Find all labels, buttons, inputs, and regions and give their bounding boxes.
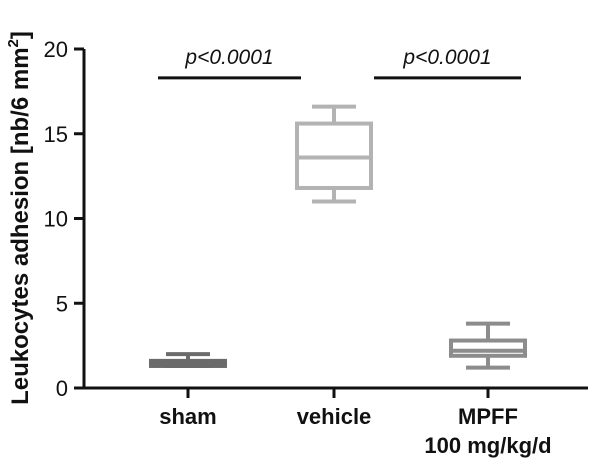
x-category-label-line: sham [159, 404, 216, 429]
box-2 [449, 321, 527, 370]
iqr-box [449, 338, 527, 358]
y-tick-label-3: 15 [44, 122, 68, 147]
x-category-label-2: MPFF 100 mg/kg/d [424, 404, 551, 458]
x-category-label-line: 100 mg/kg/d [424, 433, 551, 458]
x-axis: sham vehicle MPFF 100 mg/kg/d [84, 386, 588, 458]
y-axis-title: Leukocytes adhesion [nb/6 mm2] [5, 31, 34, 405]
boxes [149, 104, 527, 370]
x-category-label-1: vehicle [297, 404, 372, 429]
x-category-label-line: vehicle [297, 404, 372, 429]
y-tick-label-4: 20 [44, 37, 68, 62]
x-category-label-line: MPFF [458, 404, 518, 429]
y-axis: 0 5 10 15 20 [44, 37, 86, 401]
y-tick-label-2: 10 [44, 207, 68, 232]
y-tick-label-1: 5 [56, 291, 68, 316]
box-1 [295, 104, 373, 204]
significance-label-1: p<0.0001 [402, 46, 491, 69]
x-category-label-0: sham [159, 404, 216, 429]
significance-annotations: p<0.0001 p<0.0001 [158, 46, 521, 80]
significance-label-0: p<0.0001 [184, 46, 273, 69]
box-0 [149, 352, 227, 368]
y-tick-label-0: 0 [56, 376, 68, 401]
